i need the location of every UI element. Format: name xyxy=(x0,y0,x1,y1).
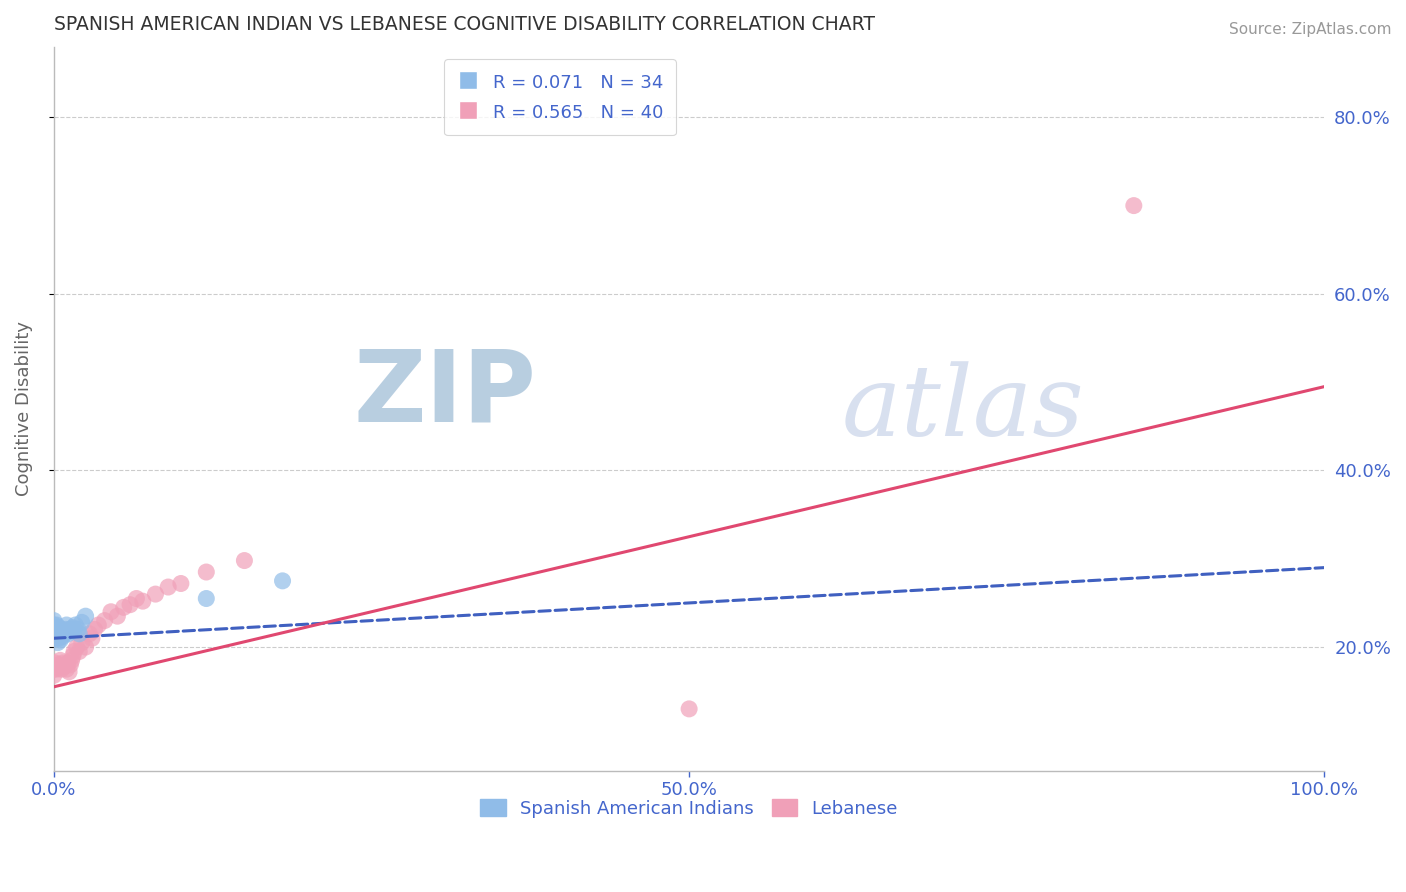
Point xyxy=(55,662,77,676)
Text: SPANISH AMERICAN INDIAN VS LEBANESE COGNITIVE DISABILITY CORRELATION CHART: SPANISH AMERICAN INDIAN VS LEBANESE COGN… xyxy=(53,15,875,34)
Point xyxy=(53,623,76,637)
Point xyxy=(83,623,105,637)
Point xyxy=(125,591,148,606)
Point xyxy=(195,565,218,579)
Point xyxy=(51,662,73,676)
Point xyxy=(55,624,77,639)
Point xyxy=(59,657,82,672)
Point xyxy=(195,591,218,606)
Point xyxy=(51,624,73,639)
Point xyxy=(44,624,66,639)
Point xyxy=(678,702,700,716)
Point xyxy=(46,624,69,639)
Point xyxy=(70,615,93,630)
Point xyxy=(58,624,80,639)
Point xyxy=(45,662,67,676)
Point xyxy=(67,627,90,641)
Point xyxy=(42,618,65,632)
Point xyxy=(66,623,89,637)
Point xyxy=(67,644,90,658)
Point xyxy=(42,668,65,682)
Point xyxy=(48,657,70,672)
Text: ZIP: ZIP xyxy=(354,346,537,442)
Point xyxy=(1122,198,1144,212)
Point xyxy=(62,648,84,663)
Point xyxy=(87,618,110,632)
Point xyxy=(48,632,70,646)
Point xyxy=(75,609,97,624)
Point xyxy=(60,624,83,639)
Point xyxy=(70,635,93,649)
Point xyxy=(271,574,294,588)
Point xyxy=(170,576,193,591)
Text: Source: ZipAtlas.com: Source: ZipAtlas.com xyxy=(1229,22,1392,37)
Point xyxy=(42,623,65,637)
Point xyxy=(79,627,101,641)
Point xyxy=(60,653,83,667)
Text: atlas: atlas xyxy=(842,361,1084,457)
Point xyxy=(48,621,70,635)
Point xyxy=(80,632,103,646)
Point xyxy=(53,627,76,641)
Point xyxy=(59,623,82,637)
Point xyxy=(56,627,79,641)
Point xyxy=(100,605,122,619)
Point xyxy=(52,656,75,670)
Point xyxy=(45,629,67,643)
Point xyxy=(46,659,69,673)
Point xyxy=(120,598,142,612)
Point xyxy=(46,635,69,649)
Point xyxy=(42,614,65,628)
Point xyxy=(49,653,72,667)
Point xyxy=(49,633,72,648)
Point xyxy=(44,632,66,646)
Point xyxy=(52,630,75,644)
Point xyxy=(53,659,76,673)
Point xyxy=(42,627,65,641)
Point xyxy=(58,665,80,679)
Point xyxy=(93,614,115,628)
Point xyxy=(75,640,97,654)
Point xyxy=(44,656,66,670)
Point xyxy=(63,644,86,658)
Legend: Spanish American Indians, Lebanese: Spanish American Indians, Lebanese xyxy=(471,790,907,827)
Point xyxy=(157,580,180,594)
Point xyxy=(45,618,67,632)
Y-axis label: Cognitive Disability: Cognitive Disability xyxy=(15,321,32,496)
Point xyxy=(233,553,256,567)
Point xyxy=(145,587,167,601)
Point xyxy=(42,662,65,676)
Point xyxy=(65,618,87,632)
Point xyxy=(56,656,79,670)
Point xyxy=(45,623,67,637)
Point xyxy=(53,657,76,672)
Point xyxy=(66,640,89,654)
Point xyxy=(63,623,86,637)
Point xyxy=(112,600,135,615)
Point xyxy=(55,618,77,632)
Point xyxy=(105,609,128,624)
Point xyxy=(132,594,155,608)
Point xyxy=(62,621,84,635)
Point xyxy=(49,627,72,641)
